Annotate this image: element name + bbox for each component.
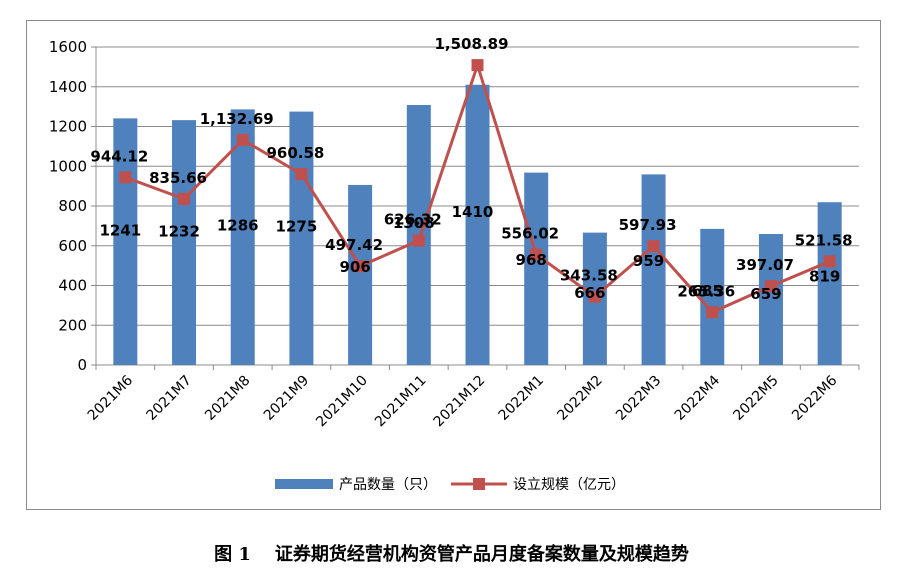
x-tick-label: 2021M11	[372, 373, 430, 431]
chart-frame: 0 200 400 600 800 1000 1200 1400 1600 2021M6 2021M…	[26, 20, 881, 510]
bar-data-label: 1241	[99, 221, 141, 239]
line-data-label: 944.12	[90, 147, 148, 165]
bar-data-label: 968	[516, 251, 547, 269]
line-data-label: 497.42	[325, 236, 383, 254]
bar-data-label: 685	[692, 282, 723, 300]
line-data-label: 1,508.89	[434, 35, 508, 53]
figure-caption: 图 1 证券期货经营机构资管产品月度备案数量及规模趋势	[0, 540, 903, 566]
line-marker	[647, 240, 660, 253]
bar	[172, 120, 197, 365]
bar	[348, 184, 373, 365]
x-tick-label: 2022M2	[554, 373, 605, 424]
bar	[758, 234, 783, 365]
line-data-label: 597.93	[619, 216, 677, 234]
y-tick-label: 1200	[49, 118, 87, 136]
line-data-label: 343.58	[560, 267, 618, 285]
x-tick-label: 2022M6	[789, 372, 840, 423]
line-data-label: 556.02	[501, 224, 559, 242]
line-data-label: 265.36	[677, 282, 735, 300]
line-data-label: 835.66	[149, 169, 207, 187]
line-data-label: 397.07	[736, 256, 794, 274]
bar	[113, 118, 138, 365]
x-tick-label: 2021M10	[313, 373, 371, 431]
legend-marker	[473, 478, 485, 490]
legend-swatch-bar	[275, 479, 333, 489]
line-marker	[588, 290, 601, 303]
bar	[641, 174, 666, 365]
y-tick-label: 200	[58, 316, 87, 334]
line-data-label: 521.58	[795, 231, 853, 249]
figure-caption-text: 证券期货经营机构资管产品月度备案数量及规模趋势	[274, 544, 689, 565]
bar	[817, 202, 842, 365]
legend-label-line: 设立规模（亿元）	[513, 477, 625, 493]
bar-data-label: 906	[339, 258, 370, 276]
x-tick-label: 2022M1	[496, 373, 547, 424]
bar	[465, 84, 490, 365]
line-marker	[236, 133, 249, 146]
line-marker	[178, 192, 191, 205]
line-marker	[295, 168, 308, 181]
bar-data-label: 1308	[393, 214, 435, 232]
bar	[289, 111, 314, 365]
y-tick-label: 400	[58, 277, 87, 295]
bar	[230, 109, 255, 365]
x-tick-label: 2022M3	[613, 373, 664, 424]
bar-data-label: 959	[633, 252, 664, 270]
y-tick-label: 800	[58, 197, 87, 215]
x-tick-label: 2022M5	[730, 373, 781, 424]
line-marker	[823, 255, 836, 268]
legend-label-bar: 产品数量（只）	[339, 477, 437, 493]
x-tick-label: 2022M4	[672, 372, 723, 423]
bar-data-label: 1286	[217, 216, 259, 234]
y-tick-label: 1000	[49, 157, 87, 175]
line-marker	[119, 171, 132, 184]
line-marker	[706, 306, 719, 319]
x-tick-label: 2021M9	[261, 373, 312, 424]
x-tick-label: 2021M12	[431, 373, 489, 431]
line-marker	[530, 248, 543, 261]
line-marker	[412, 234, 425, 247]
line-data-label: 1,132.69	[200, 110, 274, 128]
bar-data-label: 666	[574, 284, 605, 302]
y-tick-label: 1400	[49, 78, 87, 96]
bar	[700, 228, 725, 365]
bar-data-label: 819	[809, 267, 840, 285]
line-data-label: 626.32	[384, 211, 442, 229]
line-marker	[354, 260, 367, 273]
bar	[524, 172, 549, 365]
y-tick-label: 600	[58, 237, 87, 255]
line-marker	[764, 280, 777, 293]
line-data-label: 960.58	[266, 144, 324, 162]
bar-data-label: 1410	[452, 203, 494, 221]
figure-number: 图 1	[214, 544, 251, 565]
bar-data-label: 1275	[276, 218, 318, 236]
x-tick-label: 2021M6	[85, 372, 136, 423]
y-tick-label: 1600	[49, 38, 87, 56]
x-tick-label: 2021M8	[202, 373, 253, 424]
bar-data-label: 659	[750, 285, 781, 303]
bar-data-label: 1232	[158, 222, 200, 240]
y-tick-label: 0	[77, 356, 87, 374]
line-marker	[471, 59, 484, 72]
x-tick-label: 2021M7	[144, 373, 195, 424]
